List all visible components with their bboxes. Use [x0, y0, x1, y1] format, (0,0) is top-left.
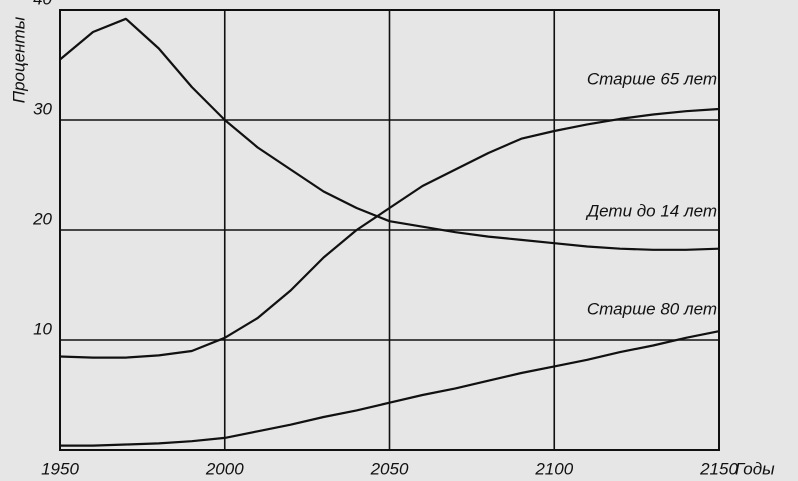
- series-label: Старше 80 лет: [587, 299, 717, 318]
- series-label: Старше 65 лет: [587, 69, 717, 88]
- x-axis-label: Годы: [735, 459, 775, 478]
- y-axis-label: Проценты: [9, 16, 28, 103]
- series-line: [59, 107, 720, 359]
- x-tick-label: 2150: [699, 459, 738, 478]
- series-line: [60, 330, 720, 447]
- y-tick-label: 10: [33, 319, 52, 338]
- y-tick-label: 20: [32, 209, 52, 228]
- x-tick-label: 2100: [534, 459, 573, 478]
- series-label: Дети до 14 лет: [585, 201, 717, 220]
- x-tick-label: 2000: [205, 459, 244, 478]
- y-tick-label: 30: [33, 99, 52, 118]
- series-line: [59, 17, 720, 251]
- x-tick-label: 1950: [41, 459, 79, 478]
- y-tick-label: 40: [33, 0, 52, 8]
- x-tick-label: 2050: [370, 459, 409, 478]
